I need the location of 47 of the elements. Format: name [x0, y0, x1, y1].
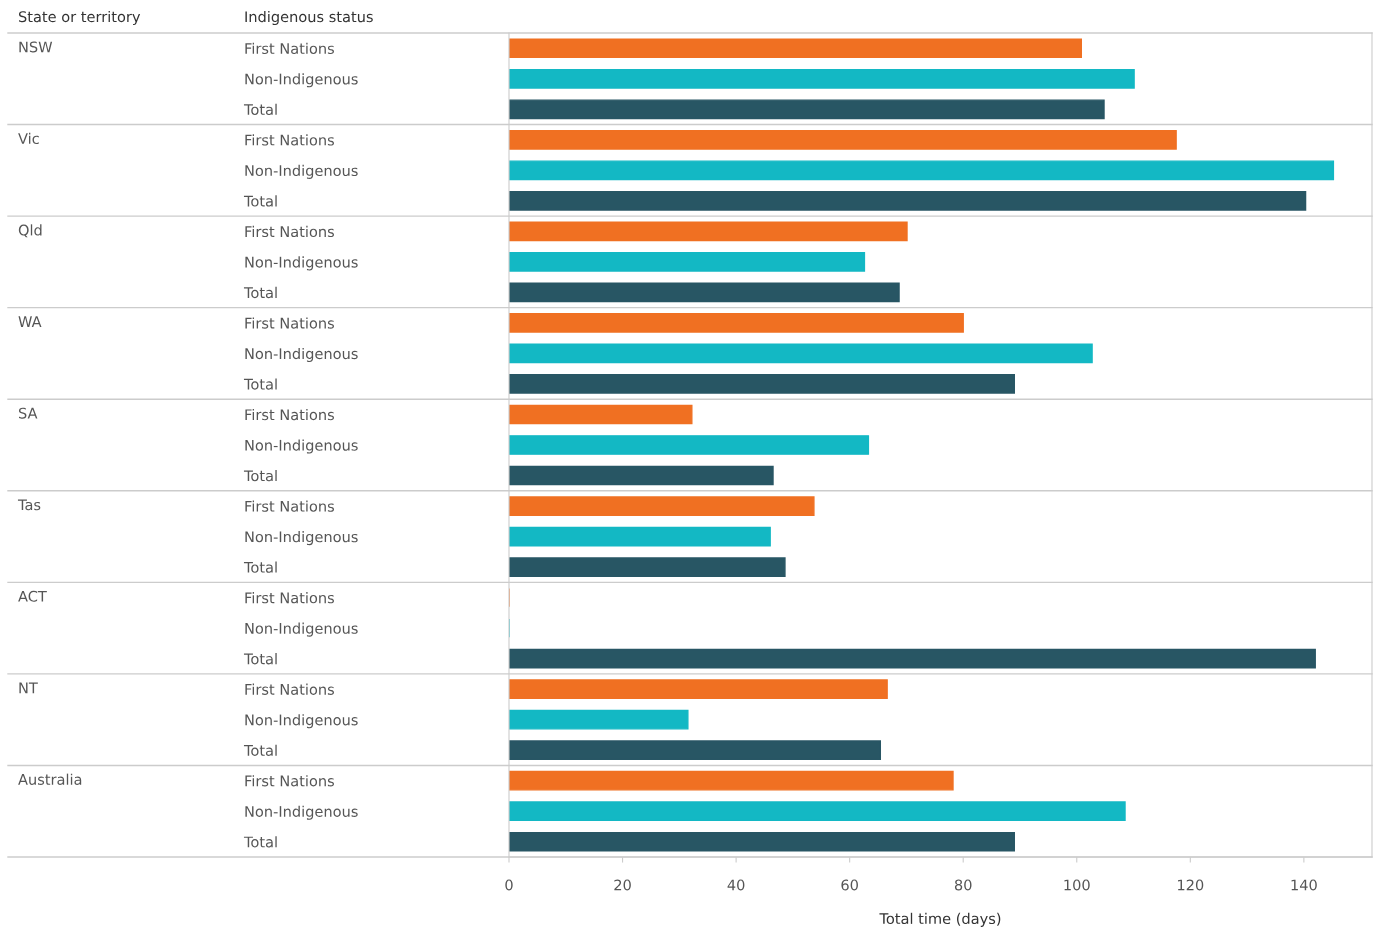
- x-tick-label: 60: [841, 879, 858, 891]
- y-tick-label: First Nations: [245, 775, 334, 787]
- y-tick-label: First Nations: [245, 683, 334, 695]
- text: Indigenous status: [245, 10, 373, 26]
- x-tick-label: 140: [1291, 879, 1317, 891]
- y-tick-label: Non-Indigenous: [245, 805, 358, 820]
- y-tick-label: Non-Indigenous: [245, 164, 358, 179]
- text: Vic: [18, 132, 39, 145]
- y-tick-label: Total: [243, 653, 277, 665]
- y-tick-label: Total: [243, 286, 277, 299]
- text: NSW: [19, 41, 53, 53]
- text: Tas: [17, 499, 41, 511]
- y-tick-label: Total: [243, 103, 277, 116]
- y-tick-label: First Nations: [245, 500, 334, 512]
- y-tick-label: Total: [243, 561, 277, 573]
- y-tick-label: Total: [243, 744, 277, 756]
- y-tick-label: First Nations: [245, 225, 334, 238]
- y-tick-label: First Nations: [245, 408, 334, 421]
- text: SA: [18, 407, 38, 419]
- y-tick-label: Non-Indigenous: [245, 256, 358, 271]
- x-tick-label: 20: [614, 879, 631, 891]
- y-tick-label: First Nations: [245, 134, 334, 146]
- text: Qld: [18, 224, 42, 238]
- text: Australia: [18, 773, 82, 785]
- y-tick-label: Total: [243, 195, 277, 207]
- x-tick-label: 40: [727, 879, 745, 891]
- y-tick-label: First Nations: [245, 592, 334, 604]
- x-tick-label: 0: [505, 879, 513, 891]
- y-tick-label: First Nations: [245, 42, 334, 55]
- y-tick-label: Non-Indigenous: [245, 347, 358, 363]
- y-tick-label: Total: [243, 378, 277, 390]
- x-tick-label: 80: [954, 879, 972, 891]
- y-tick-label: Total: [243, 469, 277, 482]
- x-tick-label: 120: [1178, 879, 1204, 891]
- x-tick-label: 100: [1064, 879, 1090, 891]
- y-tick-label: Non-Indigenous: [245, 73, 358, 88]
- text: State or territory: [18, 10, 141, 26]
- y-tick-label: First Nations: [245, 317, 334, 329]
- y-tick-label: Non-Indigenous: [245, 439, 358, 454]
- y-tick-label: Total: [243, 836, 277, 848]
- x-axis-title: Total time (days): [879, 912, 1001, 927]
- y-tick-label: Non-Indigenous: [245, 622, 358, 637]
- text: ACT: [18, 590, 47, 602]
- text: NT: [19, 682, 38, 694]
- y-tick-label: Non-Indigenous: [245, 531, 358, 546]
- y-tick-label: Non-Indigenous: [245, 714, 358, 729]
- text: WA: [18, 316, 42, 327]
